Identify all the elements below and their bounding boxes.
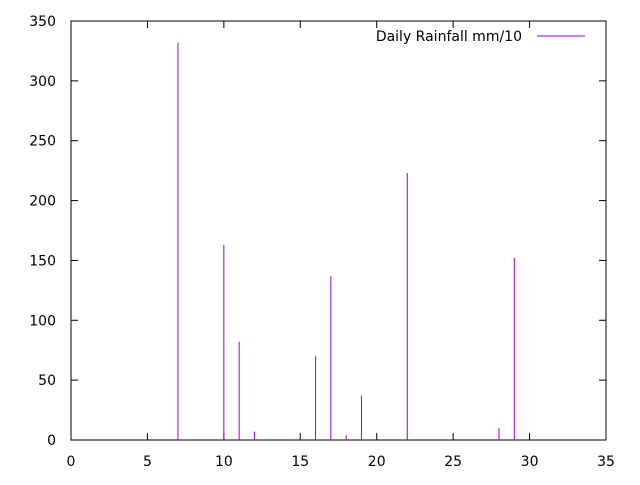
y-tick-label: 300 (29, 74, 56, 90)
y-tick-label: 250 (29, 134, 56, 150)
legend-label: Daily Rainfall mm/10 (376, 29, 522, 45)
y-tick-label: 50 (38, 373, 56, 389)
legend: Daily Rainfall mm/10 (376, 29, 585, 45)
x-tick-label: 35 (597, 454, 615, 470)
x-tick-label: 0 (67, 454, 76, 470)
axis-ticks (70, 20, 607, 441)
plot-border (70, 20, 607, 441)
x-tick-label: 10 (215, 454, 233, 470)
y-tick-label: 150 (29, 253, 56, 269)
y-tick-label: 200 (29, 194, 56, 210)
y-tick-label: 0 (47, 433, 56, 449)
x-tick-label: 5 (143, 454, 152, 470)
x-tick-label: 15 (291, 454, 309, 470)
x-tick-label: 30 (521, 454, 539, 470)
x-tick-label: 25 (444, 454, 462, 470)
x-tick-label: 20 (368, 454, 386, 470)
y-tick-label: 100 (29, 313, 56, 329)
bars (177, 42, 515, 440)
y-tick-label: 350 (29, 14, 56, 30)
